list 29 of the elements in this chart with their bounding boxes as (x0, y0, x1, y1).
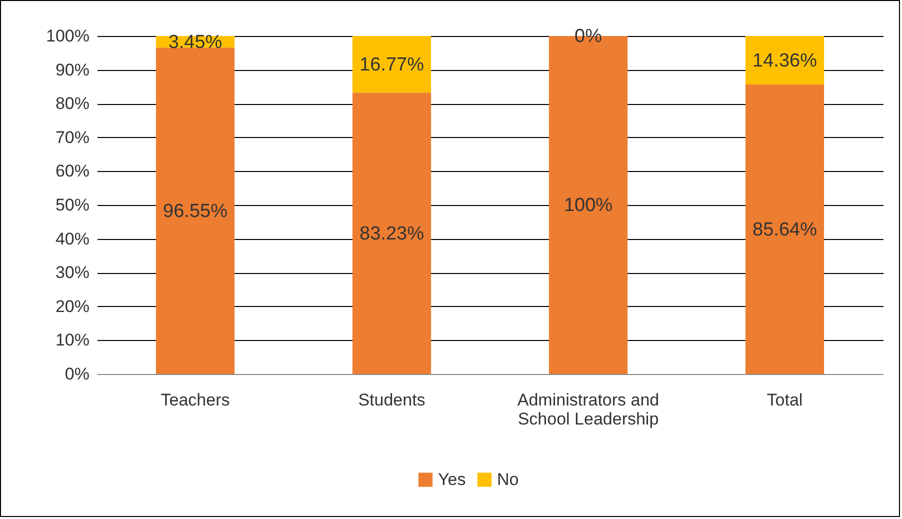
data-label: 3.45% (168, 32, 222, 53)
y-tick-label: 40% (55, 229, 90, 248)
bar (745, 36, 824, 85)
y-tick-label: 50% (55, 196, 90, 214)
bar (745, 84, 824, 374)
y-tick-label: 100% (46, 26, 90, 46)
x-tick-label: Teachers (160, 390, 230, 410)
bar (156, 48, 235, 374)
y-tick-label: 70% (55, 128, 90, 147)
data-label: 100% (564, 195, 613, 216)
data-label: 83.23% (360, 223, 424, 244)
x-tick-label: Administrators and School Leadership (517, 390, 660, 428)
bar (352, 92, 432, 374)
data-label: 96.55% (163, 200, 228, 222)
x-tick-label: Students (358, 390, 426, 410)
y-tick-label: 90% (55, 60, 90, 80)
legend-label: Yes (438, 470, 466, 489)
y-tick-label: 80% (55, 94, 90, 114)
data-label: 16.77% (360, 54, 424, 76)
y-tick-label: 10% (55, 330, 90, 350)
data-label: 14.36% (752, 50, 818, 72)
legend-label: No (497, 470, 519, 489)
y-tick-label: 0% (64, 364, 90, 384)
y-tick-label: 30% (55, 263, 90, 282)
x-tick-label: Total (766, 390, 803, 410)
bar (352, 36, 432, 93)
y-tick-label: 20% (55, 296, 90, 316)
y-tick-label: 60% (55, 162, 90, 181)
data-label: 85.64% (752, 219, 818, 240)
